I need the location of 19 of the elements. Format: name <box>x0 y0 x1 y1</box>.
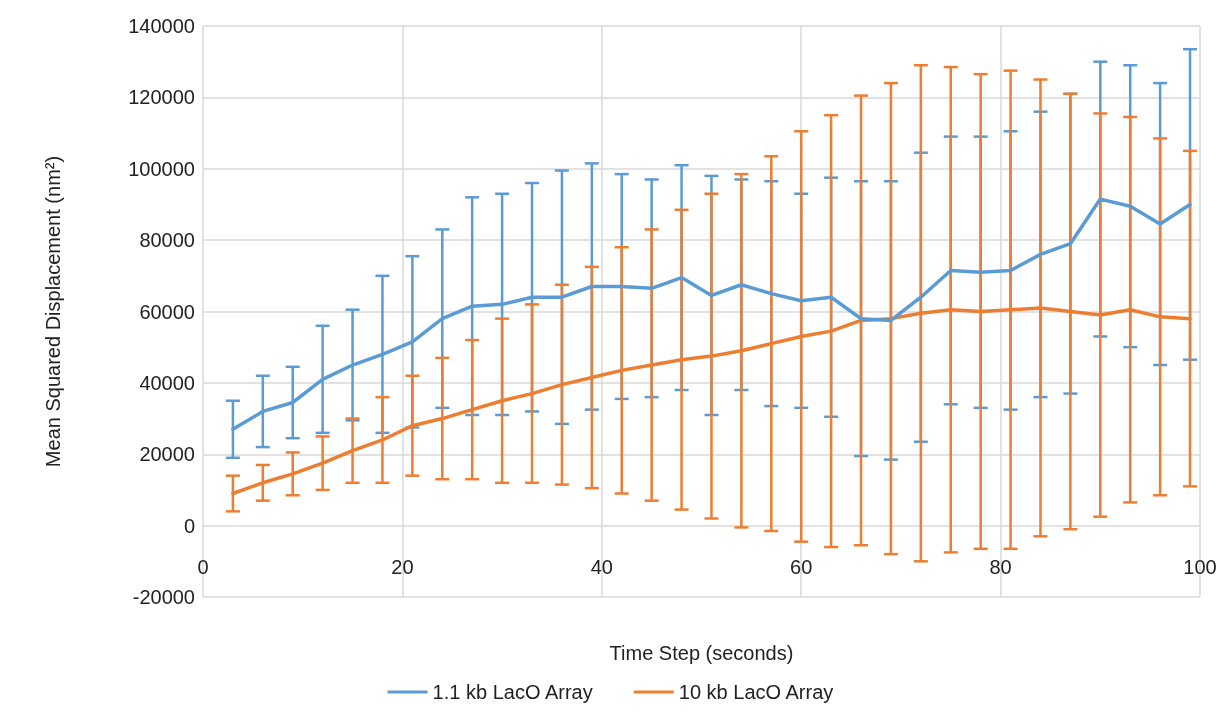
x-tick-label: 20 <box>391 556 414 578</box>
y-tick-label: 60000 <box>139 300 195 323</box>
x-tick-label: 80 <box>989 556 1012 578</box>
legend-label: 10 kb LacO Array <box>678 681 834 703</box>
legend-label: 1.1 kb LacO Array <box>432 681 593 703</box>
x-tick-label: 40 <box>590 556 613 578</box>
y-tick-label: 100000 <box>128 157 195 180</box>
y-tick-label: 40000 <box>139 371 195 394</box>
y-tick-label: 140000 <box>128 15 195 37</box>
y-tick-label: -20000 <box>132 586 195 608</box>
x-tick-label: 100 <box>1183 556 1217 578</box>
x-axis-title: Time Step (seconds) <box>609 642 794 664</box>
y-tick-label: 80000 <box>139 229 195 252</box>
x-tick-label: 0 <box>197 556 209 578</box>
y-axis-title: Mean Squared Displacement (nm²) <box>42 155 64 468</box>
y-tick-label: 20000 <box>139 443 195 466</box>
y-tick-label: 120000 <box>128 86 195 109</box>
x-tick-label: 60 <box>790 556 813 578</box>
y-tick-label: 0 <box>183 514 195 537</box>
